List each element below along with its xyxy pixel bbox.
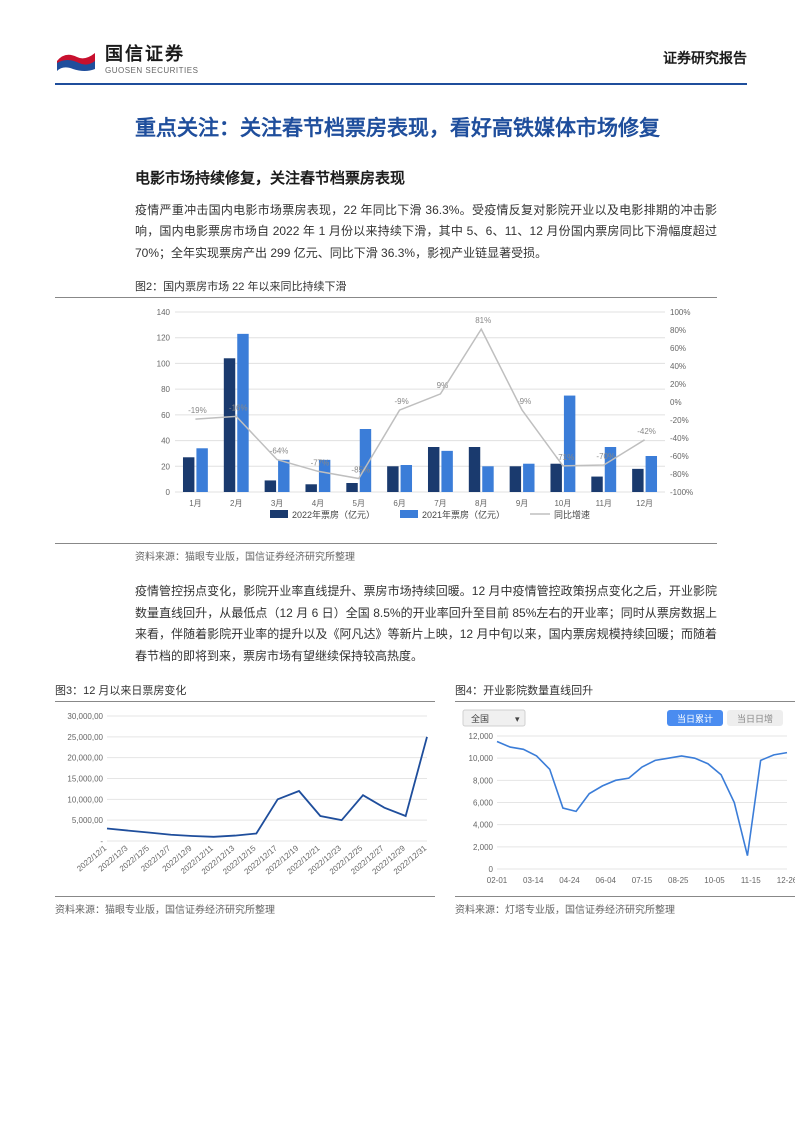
svg-text:0: 0 [489, 865, 494, 874]
svg-text:当日累计: 当日累计 [677, 713, 713, 724]
chart2-label: 图2：国内票房市场 22 年以来同比持续下滑 [55, 278, 717, 298]
svg-text:-40%: -40% [670, 434, 689, 443]
svg-text:02-01: 02-01 [487, 876, 508, 885]
svg-text:25,000,00: 25,000,00 [67, 732, 103, 741]
svg-text:140: 140 [157, 308, 171, 317]
page-header: 国信证券 GUOSEN SECURITIES 证券研究报告 [55, 40, 747, 85]
chart2-source: 资料来源：猫眼专业版，国信证券经济研究所整理 [55, 543, 717, 563]
svg-text:2月: 2月 [230, 499, 242, 508]
report-type: 证券研究报告 [663, 48, 747, 68]
svg-text:20: 20 [161, 463, 170, 472]
chart4-svg: 全国 ▾ 当日累计 当日日增 0 2,000 4,000 6,000 8,000 10,000 12… [455, 706, 795, 891]
main-title: 重点关注：关注春节档票房表现，看好高铁媒体市场修复 [55, 113, 747, 145]
chart3-label: 图3：12 月以来日票房变化 [55, 682, 435, 702]
svg-text:8月: 8月 [475, 499, 487, 508]
svg-text:-60%: -60% [670, 452, 689, 461]
svg-text:3月: 3月 [271, 499, 283, 508]
svg-text:-16%: -16% [229, 404, 248, 413]
svg-text:7月: 7月 [434, 499, 446, 508]
chart4-label: 图4：开业影院数量直线回升 [455, 682, 795, 702]
svg-text:30,000,00: 30,000,00 [67, 712, 103, 721]
svg-text:11月: 11月 [596, 499, 612, 508]
section-heading-1: 电影市场持续修复，关注春节档票房表现 [55, 167, 747, 188]
svg-text:15,000,00: 15,000,00 [67, 774, 103, 783]
svg-text:08-25: 08-25 [668, 876, 689, 885]
svg-text:-100%: -100% [670, 488, 693, 497]
svg-text:12,000: 12,000 [469, 732, 494, 741]
logo-text-cn: 国信证券 [105, 40, 198, 66]
svg-text:-20%: -20% [670, 416, 689, 425]
svg-text:10,000: 10,000 [469, 754, 494, 763]
svg-text:5月: 5月 [353, 499, 365, 508]
svg-text:100: 100 [157, 360, 171, 369]
paragraph-2: 疫情管控拐点变化，影院开业率直线提升、票房市场持续回暖。12 月中疫情管控政策拐… [55, 581, 747, 667]
svg-text:120: 120 [157, 334, 171, 343]
chart2-svg: 0 20 40 60 80 100 120 140 -100% -80% -60% -40% -20% 0… [135, 302, 705, 532]
logo-text-en: GUOSEN SECURITIES [105, 66, 198, 75]
svg-text:2021年票房（亿元）: 2021年票房（亿元） [422, 509, 505, 520]
svg-text:同比增速: 同比增速 [554, 509, 590, 520]
svg-text:▾: ▾ [515, 714, 520, 724]
svg-text:12-26: 12-26 [777, 876, 795, 885]
svg-text:40%: 40% [670, 362, 686, 371]
svg-text:10,000,00: 10,000,00 [67, 795, 103, 804]
svg-text:20%: 20% [670, 380, 686, 389]
svg-text:07-15: 07-15 [632, 876, 653, 885]
svg-text:8,000: 8,000 [473, 776, 494, 785]
svg-text:10-05: 10-05 [704, 876, 725, 885]
company-logo-icon [55, 43, 97, 73]
svg-text:5,000,00: 5,000,00 [72, 816, 104, 825]
svg-text:06-04: 06-04 [596, 876, 617, 885]
chart2-container: 0 20 40 60 80 100 120 140 -100% -80% -60% -40% -20% 0… [135, 302, 717, 537]
svg-text:11-15: 11-15 [741, 876, 761, 885]
svg-text:04-24: 04-24 [559, 876, 580, 885]
logo-block: 国信证券 GUOSEN SECURITIES [55, 40, 198, 75]
svg-text:80: 80 [161, 385, 170, 394]
svg-text:81%: 81% [475, 316, 491, 325]
svg-text:40: 40 [161, 437, 170, 446]
svg-text:80%: 80% [670, 326, 686, 335]
svg-text:0%: 0% [670, 398, 682, 407]
svg-text:-19%: -19% [188, 406, 207, 415]
svg-text:100%: 100% [670, 308, 690, 317]
chart4-source: 资料来源：灯塔专业版，国信证券经济研究所整理 [455, 896, 795, 916]
chart3-source: 资料来源：猫眼专业版，国信证券经济研究所整理 [55, 896, 435, 916]
svg-text:9月: 9月 [516, 499, 528, 508]
svg-text:-85%: -85% [351, 466, 370, 475]
svg-text:60: 60 [161, 411, 170, 420]
svg-text:4月: 4月 [312, 499, 324, 508]
svg-text:2022年票房（亿元）: 2022年票房（亿元） [292, 509, 375, 520]
svg-text:-80%: -80% [670, 470, 689, 479]
svg-text:-42%: -42% [637, 427, 656, 436]
svg-text:1月: 1月 [189, 499, 201, 508]
svg-text:当日日增: 当日日增 [737, 713, 773, 724]
chart3-svg: -5,000,0010,000,0015,000,0020,000,0025,0… [55, 706, 435, 891]
paragraph-1: 疫情严重冲击国内电影市场票房表现，22 年同比下滑 36.3%。受疫情反复对影院… [55, 200, 747, 265]
svg-text:0: 0 [166, 488, 171, 497]
svg-text:12月: 12月 [636, 499, 653, 508]
svg-text:全国: 全国 [471, 713, 489, 724]
svg-text:20,000,00: 20,000,00 [67, 753, 103, 762]
svg-text:60%: 60% [670, 344, 686, 353]
svg-text:-77%: -77% [311, 459, 330, 468]
svg-text:4,000: 4,000 [473, 820, 494, 829]
svg-text:6月: 6月 [393, 499, 405, 508]
svg-text:10月: 10月 [554, 499, 571, 508]
svg-text:2,000: 2,000 [473, 842, 494, 851]
svg-text:03-14: 03-14 [523, 876, 544, 885]
svg-text:6,000: 6,000 [473, 798, 494, 807]
svg-text:-9%: -9% [394, 397, 408, 406]
